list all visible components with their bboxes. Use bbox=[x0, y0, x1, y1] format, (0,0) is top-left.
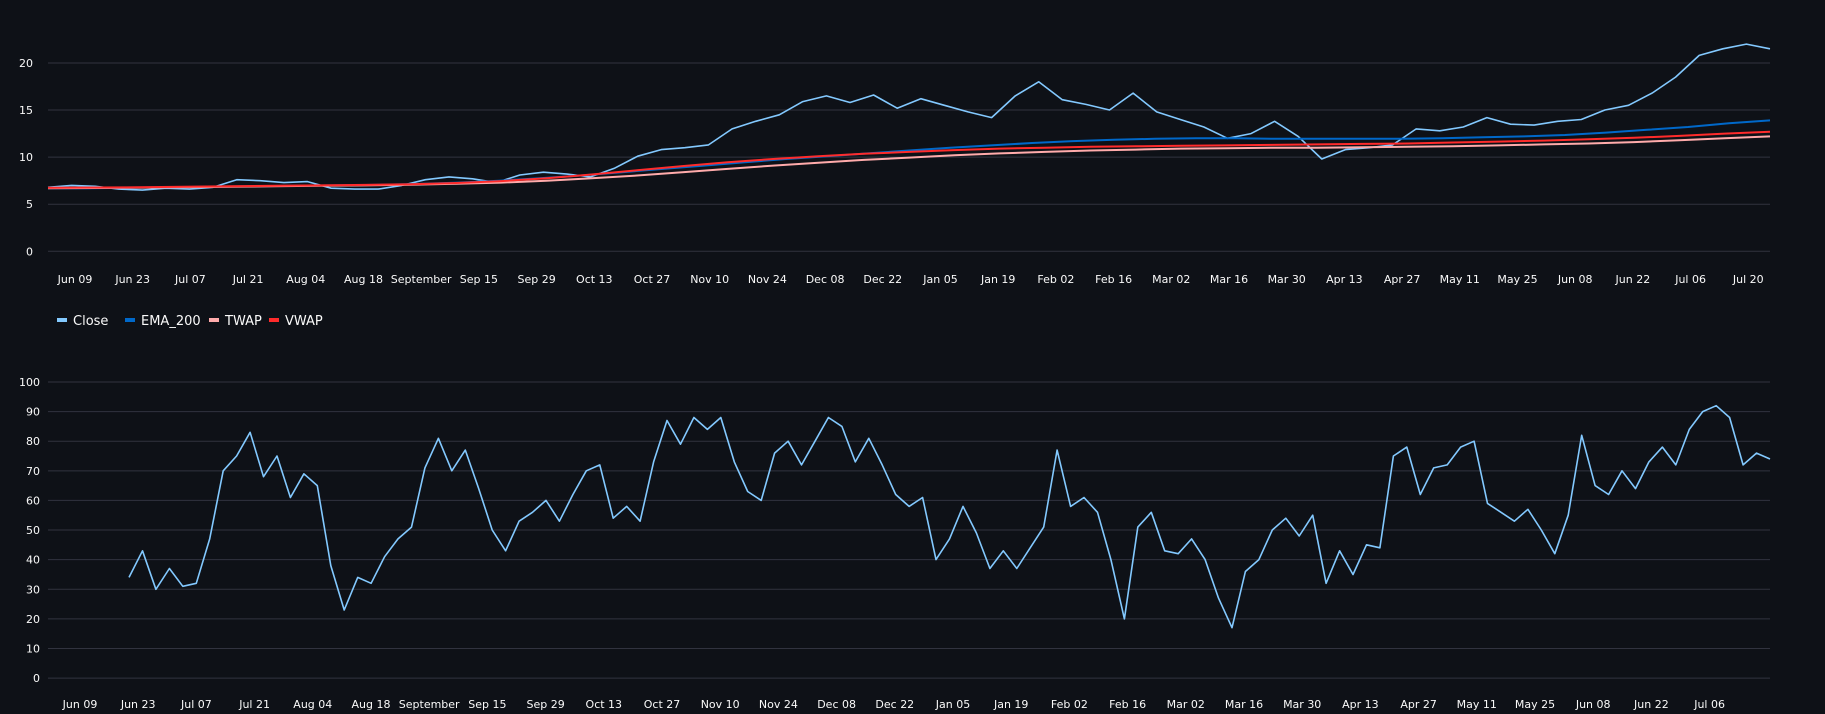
series-line-vwap bbox=[47, 130, 1771, 189]
y-tick-label: 60 bbox=[26, 494, 40, 507]
x-tick-label: Mar 30 bbox=[1283, 698, 1321, 711]
legend-swatch bbox=[269, 318, 279, 322]
y-tick-label: 70 bbox=[26, 465, 40, 478]
x-tick-label: Oct 13 bbox=[576, 273, 613, 286]
x-tick-label: Jan 19 bbox=[980, 273, 1015, 286]
x-tick-label: Mar 16 bbox=[1225, 698, 1263, 711]
series-line-twap bbox=[47, 135, 1771, 190]
y-tick-label: 50 bbox=[26, 524, 40, 537]
y-tick-label: 30 bbox=[26, 583, 40, 596]
x-tick-label: Feb 16 bbox=[1109, 698, 1146, 711]
y-tick-label: 80 bbox=[26, 435, 40, 448]
x-tick-label: Jul 07 bbox=[174, 273, 206, 286]
y-tick-label: 5 bbox=[26, 198, 33, 211]
y-tick-label: 0 bbox=[33, 672, 40, 685]
x-tick-label: Jun 23 bbox=[114, 273, 150, 286]
x-tick-label: Nov 24 bbox=[748, 273, 787, 286]
x-tick-label: Jul 20 bbox=[1732, 273, 1764, 286]
y-tick-label: 90 bbox=[26, 406, 40, 419]
x-tick-label: May 11 bbox=[1457, 698, 1497, 711]
x-tick-label: Apr 13 bbox=[1326, 273, 1363, 286]
legend-swatch bbox=[125, 318, 135, 322]
legend-label: TWAP bbox=[224, 314, 262, 329]
series-line-close bbox=[47, 43, 1771, 191]
x-tick-label: Jun 22 bbox=[1615, 273, 1651, 286]
x-tick-label: Dec 08 bbox=[806, 273, 845, 286]
x-tick-label: Jun 23 bbox=[120, 698, 156, 711]
indicator-chart: 0 10 20 30 40 50 60 70 80 90 100 Jun 09 Jun 23 Jul 07… bbox=[19, 376, 1771, 711]
x-tick-label: Jun 08 bbox=[1557, 273, 1593, 286]
legend-swatch bbox=[209, 318, 219, 322]
x-tick-label: Mar 16 bbox=[1210, 273, 1248, 286]
x-tick-label: May 11 bbox=[1440, 273, 1480, 286]
x-tick-label: Jan 05 bbox=[922, 273, 957, 286]
y-tick-label: 20 bbox=[19, 57, 33, 70]
x-tick-label: Oct 27 bbox=[644, 698, 681, 711]
x-tick-label: Jan 05 bbox=[935, 698, 970, 711]
y-tick-label: 10 bbox=[19, 151, 33, 164]
x-tick-label: September bbox=[391, 273, 452, 286]
x-tick-label: Sep 29 bbox=[517, 273, 555, 286]
x-tick-label: Jul 06 bbox=[1693, 698, 1725, 711]
x-tick-label: Sep 29 bbox=[526, 698, 564, 711]
x-tick-label: Dec 22 bbox=[863, 273, 902, 286]
x-tick-label: Feb 16 bbox=[1095, 273, 1132, 286]
chart-legend: Close EMA_200 TWAP VWAP bbox=[57, 314, 323, 329]
price-chart: 0 5 10 15 20 Jun 09 Jun 23 Jul 07 Jul 21 Aug 04 Au… bbox=[19, 43, 1771, 286]
x-tick-label: Nov 10 bbox=[701, 698, 740, 711]
x-tick-label: Dec 08 bbox=[817, 698, 856, 711]
x-tick-label: Jul 06 bbox=[1674, 273, 1706, 286]
x-tick-label: May 25 bbox=[1515, 698, 1555, 711]
x-tick-label: Aug 18 bbox=[344, 273, 383, 286]
series-line-close bbox=[128, 404, 1771, 629]
x-tick-label: Jun 22 bbox=[1633, 698, 1669, 711]
x-tick-label: Apr 27 bbox=[1384, 273, 1421, 286]
x-tick-label: Nov 10 bbox=[690, 273, 729, 286]
x-tick-label: Feb 02 bbox=[1037, 273, 1074, 286]
x-tick-label: September bbox=[399, 698, 460, 711]
x-tick-label: Aug 04 bbox=[293, 698, 332, 711]
x-tick-label: Mar 02 bbox=[1167, 698, 1205, 711]
x-tick-label: Jun 08 bbox=[1575, 698, 1611, 711]
y-tick-label: 40 bbox=[26, 554, 40, 567]
x-tick-label: Sep 15 bbox=[460, 273, 498, 286]
x-tick-label: Dec 22 bbox=[875, 698, 914, 711]
legend-label: EMA_200 bbox=[141, 314, 201, 329]
x-tick-label: Jun 09 bbox=[57, 273, 93, 286]
y-tick-label: 15 bbox=[19, 104, 33, 117]
y-tick-label: 10 bbox=[26, 642, 40, 655]
x-tick-label: May 25 bbox=[1497, 273, 1537, 286]
x-tick-label: Aug 18 bbox=[352, 698, 391, 711]
legend-label: VWAP bbox=[285, 314, 323, 329]
y-tick-label: 100 bbox=[19, 376, 40, 389]
x-tick-label: Jun 09 bbox=[62, 698, 98, 711]
y-tick-label: 20 bbox=[26, 613, 40, 626]
x-tick-label: Mar 30 bbox=[1268, 273, 1306, 286]
x-tick-label: Jul 07 bbox=[180, 698, 212, 711]
x-tick-label: Apr 13 bbox=[1342, 698, 1379, 711]
series-line-ema-200 bbox=[48, 119, 1771, 190]
x-tick-label: Oct 27 bbox=[634, 273, 671, 286]
x-tick-label: Aug 04 bbox=[286, 273, 325, 286]
x-tick-label: Mar 02 bbox=[1152, 273, 1190, 286]
x-tick-label: Nov 24 bbox=[759, 698, 798, 711]
legend-swatch bbox=[57, 318, 67, 322]
x-tick-label: Jan 19 bbox=[993, 698, 1028, 711]
x-tick-label: Apr 27 bbox=[1400, 698, 1437, 711]
x-tick-label: Jul 21 bbox=[232, 273, 264, 286]
y-tick-label: 0 bbox=[26, 245, 33, 258]
x-tick-label: Feb 02 bbox=[1051, 698, 1088, 711]
x-tick-label: Sep 15 bbox=[468, 698, 506, 711]
x-tick-label: Oct 13 bbox=[586, 698, 623, 711]
x-tick-label: Jul 21 bbox=[238, 698, 270, 711]
legend-label: Close bbox=[73, 314, 108, 329]
